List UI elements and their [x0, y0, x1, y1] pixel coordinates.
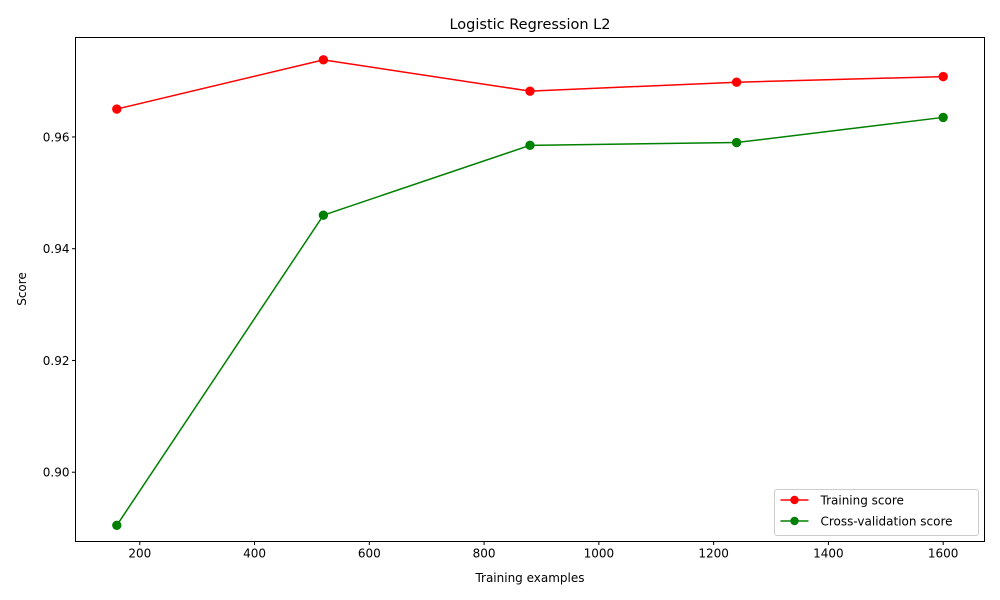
x-tick-label: 400 — [243, 547, 266, 561]
data-point-cross-validation-score — [731, 137, 742, 148]
legend-swatch-marker — [790, 495, 799, 505]
x-tick-label: 600 — [358, 547, 381, 561]
data-point-cross-validation-score — [525, 140, 535, 151]
legend-label: Training score — [820, 493, 904, 507]
legend-item-cross-validation-score: Cross-validation score — [780, 514, 953, 528]
legend-frame — [774, 489, 979, 536]
y-axis-ticks: 0.90 0.92 0.94 0.96 — [43, 130, 76, 480]
x-tick-label: 1000 — [584, 547, 615, 561]
legend: Training score Cross-validation score — [774, 489, 979, 536]
x-tick-label: 1600 — [928, 547, 959, 561]
data-point-cross-validation-score — [938, 112, 948, 123]
chart-title: Logistic Regression L2 — [449, 17, 610, 33]
y-tick-label: 0.92 — [43, 354, 70, 368]
data-point-cross-validation-score — [112, 520, 122, 530]
data-point-training-score — [112, 104, 122, 114]
x-axis-ticks: 200 400 600 800 1000 1200 1400 1600 — [128, 541, 959, 561]
data-point-training-score — [525, 86, 535, 96]
legend-swatch-marker — [790, 516, 799, 526]
x-tick-label: 1400 — [813, 547, 844, 561]
data-point-training-score — [938, 71, 948, 82]
y-tick-label: 0.96 — [43, 130, 70, 144]
y-tick-label: 0.90 — [43, 466, 70, 480]
series-layer — [112, 55, 948, 530]
plot-frame — [75, 37, 985, 542]
series-training-score — [112, 55, 948, 114]
legend-label: Cross-validation score — [821, 514, 953, 528]
y-axis-title: Score — [15, 272, 29, 306]
x-axis-title: Training examples — [474, 571, 584, 585]
y-tick-label: 0.94 — [43, 242, 70, 256]
x-tick-label: 200 — [128, 547, 151, 561]
x-tick-label: 1200 — [698, 547, 729, 561]
legend-item-training-score: Training score — [780, 493, 904, 507]
data-point-training-score — [318, 55, 329, 65]
data-point-training-score — [731, 77, 742, 87]
series-cross-validation-score — [112, 112, 948, 530]
x-tick-label: 800 — [473, 547, 496, 561]
data-point-cross-validation-score — [318, 210, 329, 220]
